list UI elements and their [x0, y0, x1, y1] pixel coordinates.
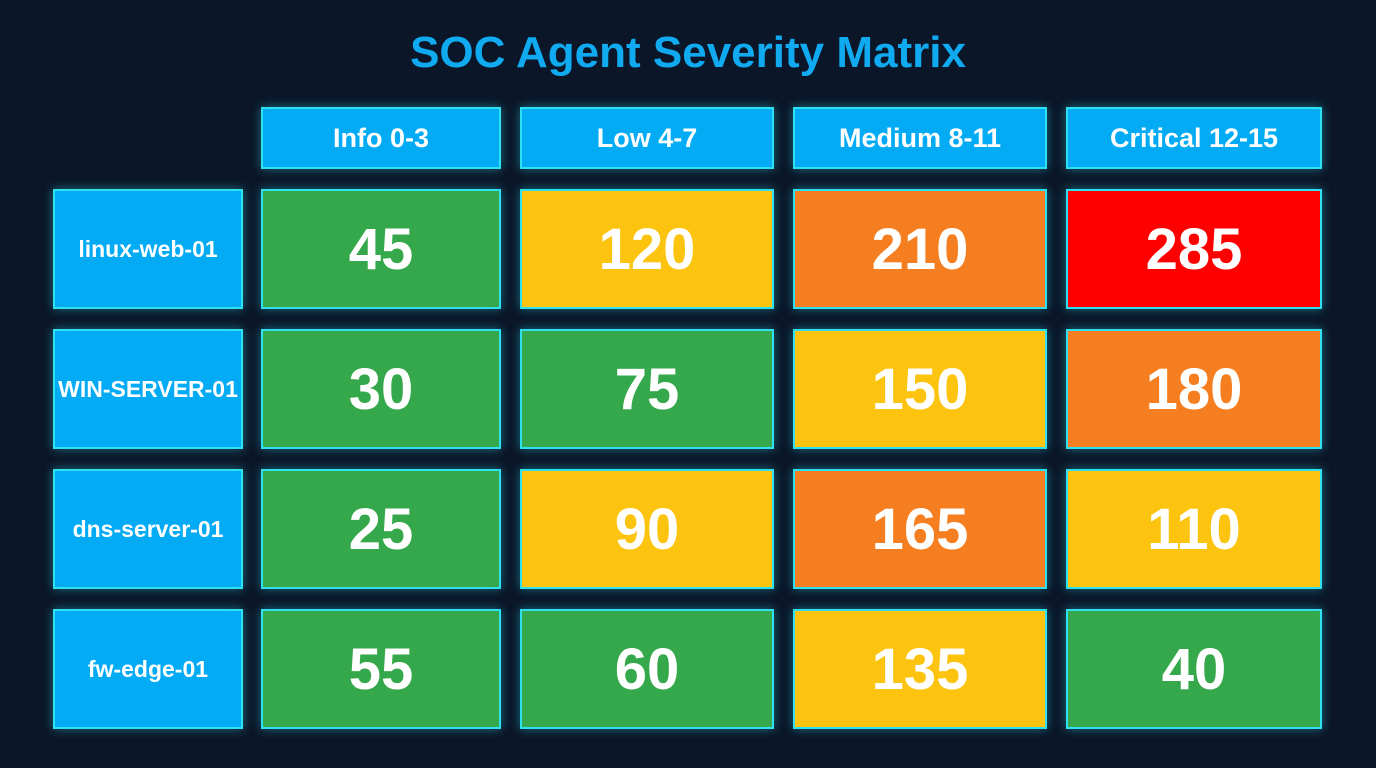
heatmap-cell: 110 — [1066, 469, 1322, 589]
heatmap-cell: 120 — [520, 189, 774, 309]
chart-title: SOC Agent Severity Matrix — [410, 28, 966, 77]
column-header: Low 4-7 — [520, 107, 774, 169]
heatmap-cell: 25 — [261, 469, 501, 589]
row-label: WIN-SERVER-01 — [53, 329, 243, 449]
heatmap-cell: 135 — [793, 609, 1047, 729]
row-label: fw-edge-01 — [53, 609, 243, 729]
column-header: Info 0-3 — [261, 107, 501, 169]
heatmap-cell: 180 — [1066, 329, 1322, 449]
heatmap-cell: 285 — [1066, 189, 1322, 309]
heatmap-cell: 165 — [793, 469, 1047, 589]
heatmap-cell: 90 — [520, 469, 774, 589]
heatmap-cell: 40 — [1066, 609, 1322, 729]
column-header: Medium 8-11 — [793, 107, 1047, 169]
heatmap-cell: 75 — [520, 329, 774, 449]
column-header: Critical 12-15 — [1066, 107, 1322, 169]
heatmap-cell: 55 — [261, 609, 501, 729]
row-label: dns-server-01 — [53, 469, 243, 589]
row-label: linux-web-01 — [53, 189, 243, 309]
heatmap-cell: 60 — [520, 609, 774, 729]
heatmap-cell: 30 — [261, 329, 501, 449]
heatmap-cell: 150 — [793, 329, 1047, 449]
heatmap-cell: 210 — [793, 189, 1047, 309]
heatmap-cell: 45 — [261, 189, 501, 309]
